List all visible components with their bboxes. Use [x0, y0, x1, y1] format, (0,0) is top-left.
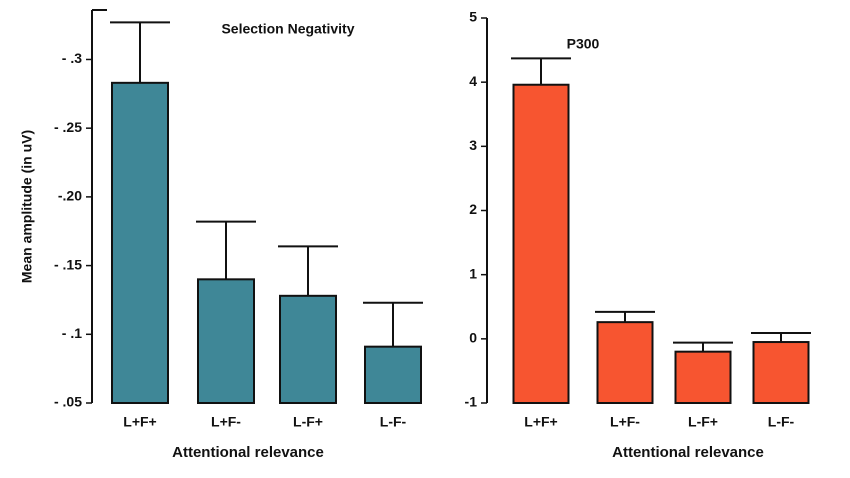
- x-tick-label: L-F+: [688, 414, 718, 430]
- bar: [364, 345, 422, 404]
- chart-title: P300: [567, 36, 600, 52]
- y-tick-label: - .25: [54, 119, 82, 135]
- y-tick-label: 0: [469, 330, 477, 346]
- x-axis-label: Attentional relevance: [172, 444, 324, 461]
- bar: [596, 321, 654, 404]
- bar: [512, 83, 570, 404]
- x-tick-label: L+F-: [610, 414, 640, 430]
- bar: [279, 294, 337, 404]
- x-tick-label: L-F+: [293, 414, 323, 430]
- x-tick-label: L+F+: [123, 414, 156, 430]
- y-tick-label: 1: [469, 265, 477, 281]
- y-tick-label: - .3: [62, 50, 82, 66]
- x-tick-label: L+F+: [524, 414, 557, 430]
- x-tick-label: L+F-: [211, 414, 241, 430]
- bar: [197, 278, 255, 404]
- x-axis-label: Attentional relevance: [612, 444, 764, 461]
- bar: [752, 341, 810, 404]
- y-tick-label: 5: [469, 9, 477, 25]
- x-tick-label: L-F-: [768, 414, 795, 430]
- chart-title: Selection Negativity: [221, 21, 354, 37]
- y-tick-label: -1: [465, 394, 478, 410]
- y-tick-label: -.20: [58, 188, 82, 204]
- y-tick-label: 2: [469, 201, 477, 217]
- y-tick-label: - .1: [62, 325, 82, 341]
- y-tick-label: 4: [469, 73, 477, 89]
- x-tick-label: L-F-: [380, 414, 407, 430]
- bar: [674, 350, 732, 404]
- y-tick-label: 3: [469, 137, 477, 153]
- y-axis-label: Mean amplitude (in uV): [19, 130, 35, 283]
- y-tick-label: - .05: [54, 394, 82, 410]
- y-tick-label: - .15: [54, 256, 82, 272]
- bar: [111, 81, 169, 404]
